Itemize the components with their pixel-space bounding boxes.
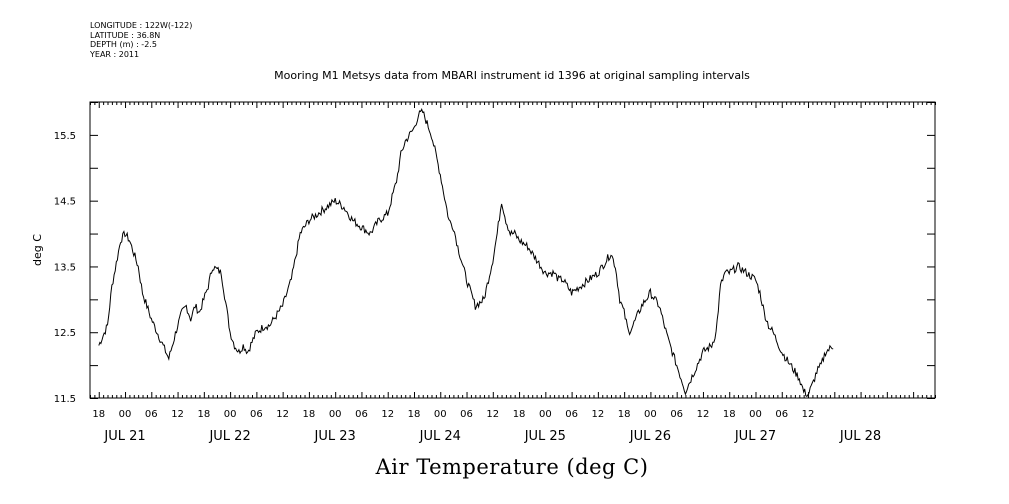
- x-tick-label: 12: [381, 409, 394, 420]
- x-day-label: JUL 27: [734, 429, 776, 444]
- x-tick-label: 06: [565, 409, 578, 420]
- x-tick-label: 00: [749, 409, 762, 420]
- depth-text: DEPTH (m) : -2.5: [90, 40, 157, 49]
- x-day-label: JUL 23: [314, 429, 356, 444]
- x-tick-label: 00: [539, 409, 552, 420]
- x-tick-label: 00: [224, 409, 237, 420]
- x-tick-label: 18: [408, 409, 421, 420]
- x-tick-label: 18: [303, 409, 316, 420]
- year-text: YEAR : 2011: [90, 49, 140, 59]
- x-tick-label: 00: [644, 409, 657, 420]
- x-tick-label: 06: [775, 409, 788, 420]
- x-day-label: JUL 28: [839, 429, 881, 444]
- x-day-label: JUL 25: [524, 429, 566, 444]
- x-tick-label: 06: [355, 409, 368, 420]
- plot-frame: [89, 101, 936, 399]
- chart-axes: 18 00 06 12 18 00 06 12 18 00 06 12 18 00 06 12 18 00 06 12…: [54, 101, 936, 444]
- x-tick-label: 12: [697, 409, 710, 420]
- y-tick-label: 15.5: [54, 131, 76, 142]
- x-tick-label: 00: [329, 409, 342, 420]
- x-tick-label: 12: [276, 409, 289, 420]
- x-day-label: JUL 26: [629, 429, 671, 444]
- y-tick-label: 11.5: [54, 394, 76, 405]
- x-tick-label: 18: [723, 409, 736, 420]
- x-tick-label: 06: [250, 409, 263, 420]
- y-tick-label: 12.5: [54, 328, 76, 339]
- mooring-metadata: LONGITUDE : 122W(-122) LATITUDE : 36.8N …: [90, 21, 192, 59]
- x-tick-label: 06: [670, 409, 683, 420]
- x-day-label: JUL 21: [103, 429, 145, 444]
- longitude-text: LONGITUDE : 122W(-122): [90, 21, 193, 30]
- x-tick-label: 06: [145, 409, 158, 420]
- x-tick-label: 18: [92, 409, 105, 420]
- x-tick-label: 00: [119, 409, 132, 420]
- y-axis-label: deg C: [31, 234, 44, 266]
- x-tick-label: 12: [171, 409, 184, 420]
- temperature-series-line: [98, 107, 834, 398]
- x-axis-label: Air Temperature (deg C): [375, 455, 649, 479]
- x-day-label: JUL 22: [208, 429, 250, 444]
- chart-title: Mooring M1 Metsys data from MBARI instru…: [274, 69, 750, 82]
- x-tick-label: 18: [197, 409, 210, 420]
- x-tick-label: 18: [513, 409, 526, 420]
- x-tick-label: 18: [618, 409, 631, 420]
- latitude-text: LATITUDE : 36.8N: [90, 30, 161, 40]
- y-tick-label: 14.5: [54, 197, 76, 208]
- x-day-label: JUL 24: [419, 429, 461, 444]
- series-line-group: [98, 107, 834, 398]
- x-tick-label: 00: [434, 409, 447, 420]
- x-tick-label: 12: [802, 409, 815, 420]
- x-tick-label: 12: [486, 409, 499, 420]
- x-tick-label: 12: [592, 409, 605, 420]
- x-tick-label: 06: [460, 409, 473, 420]
- y-tick-label: 13.5: [54, 262, 76, 273]
